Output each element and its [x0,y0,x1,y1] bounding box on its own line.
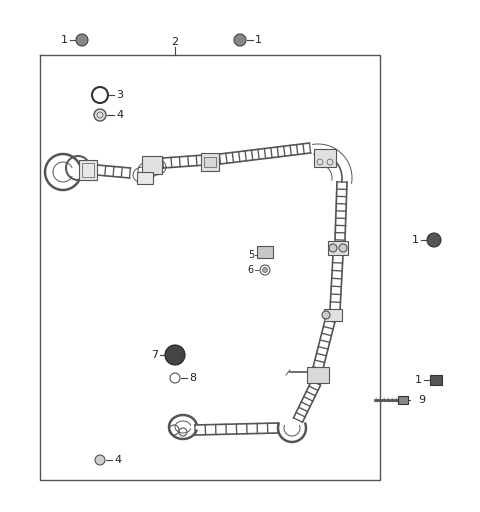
Circle shape [427,233,441,247]
Circle shape [339,244,347,252]
Text: 1: 1 [415,375,422,385]
FancyBboxPatch shape [430,375,442,385]
Text: 2: 2 [171,37,179,47]
Text: 4: 4 [116,110,123,120]
FancyBboxPatch shape [142,156,162,174]
FancyBboxPatch shape [137,172,153,184]
Circle shape [95,455,105,465]
FancyBboxPatch shape [307,367,329,383]
FancyBboxPatch shape [398,396,408,404]
Text: 4: 4 [114,455,121,465]
Circle shape [234,34,246,46]
Text: 8: 8 [189,373,196,383]
Circle shape [322,311,330,319]
Text: 7: 7 [151,350,158,360]
Text: 5: 5 [248,250,254,260]
Text: 6: 6 [248,265,254,275]
Circle shape [165,345,185,365]
FancyBboxPatch shape [204,157,216,167]
Text: 1: 1 [61,35,68,45]
FancyBboxPatch shape [201,153,219,171]
Text: 1: 1 [255,35,262,45]
FancyBboxPatch shape [314,149,336,167]
FancyBboxPatch shape [328,241,348,255]
Text: 3: 3 [116,90,123,100]
Circle shape [263,267,267,272]
FancyBboxPatch shape [324,309,342,321]
Text: 9: 9 [418,395,425,405]
Circle shape [76,34,88,46]
FancyBboxPatch shape [79,160,97,180]
Text: 1: 1 [412,235,419,245]
Circle shape [329,244,337,252]
FancyBboxPatch shape [257,246,273,258]
Circle shape [94,109,106,121]
